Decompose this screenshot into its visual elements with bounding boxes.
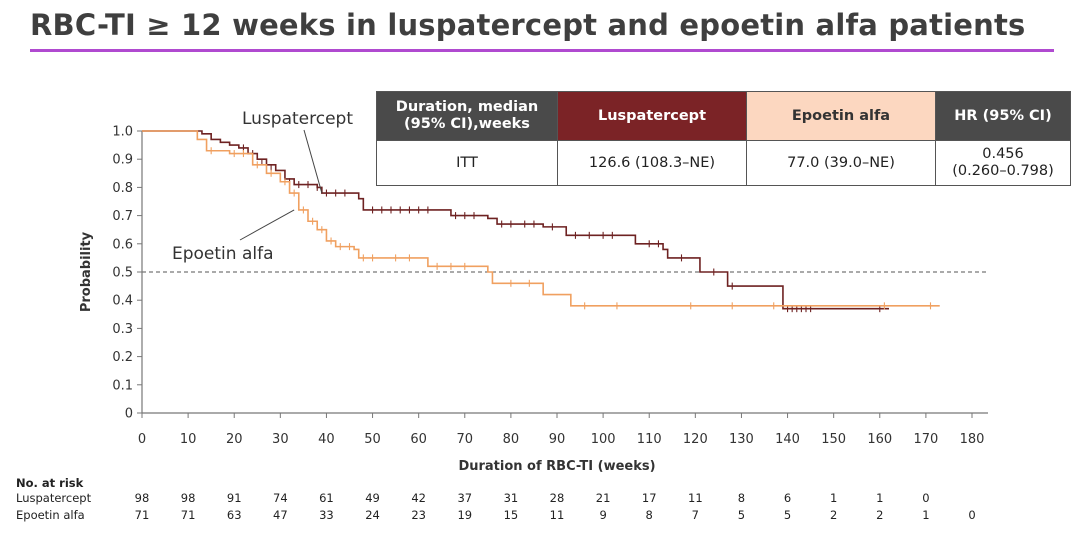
x-tick-label: 50 [364, 432, 381, 447]
series-annotation-label: Luspatercept [242, 109, 353, 129]
at-risk-count: 9 [599, 508, 606, 522]
y-tick-label: 0.4 [112, 294, 133, 309]
at-risk-count: 7 [692, 508, 699, 522]
annotation-leader [239, 209, 295, 241]
y-tick-label: 1.0 [112, 125, 133, 140]
header-luspatercept: Luspatercept [557, 91, 747, 141]
x-tick-label: 10 [180, 432, 197, 447]
page-title: RBC-TI ≥ 12 weeks in luspatercept and ep… [30, 8, 1026, 42]
row-label-itt: ITT [376, 140, 558, 186]
at-risk-count: 33 [319, 508, 334, 522]
at-risk-count: 37 [457, 491, 472, 505]
y-tick-label: 0.5 [112, 266, 133, 281]
x-tick-label: 40 [318, 432, 335, 447]
x-tick-label: 110 [637, 432, 662, 447]
at-risk-count: 23 [411, 508, 426, 522]
at-risk-count: 31 [504, 491, 519, 505]
x-tick-label: 180 [960, 432, 985, 447]
title-underline [30, 49, 1054, 52]
at-risk-count: 42 [411, 491, 426, 505]
x-tick-label: 130 [729, 432, 754, 447]
at-risk-count: 8 [646, 508, 653, 522]
x-tick-label: 80 [503, 432, 520, 447]
x-tick-label: 150 [821, 432, 846, 447]
at-risk-count: 5 [738, 508, 745, 522]
at-risk-count: 71 [181, 508, 196, 522]
header-epoetin-alfa: Epoetin alfa [746, 91, 936, 141]
x-tick-label: 70 [457, 432, 474, 447]
at-risk-count: 98 [135, 491, 150, 505]
y-tick-label: 0.7 [112, 209, 133, 224]
cell-epoetin-median: 77.0 (39.0–NE) [746, 140, 936, 186]
at-risk-count: 0 [922, 491, 929, 505]
cell-hazard-ratio: 0.456 (0.260–0.798) [935, 140, 1071, 186]
x-tick-label: 90 [549, 432, 566, 447]
y-tick-label: 0.1 [112, 378, 133, 393]
at-risk-heading: No. at risk [16, 476, 84, 490]
y-tick-label: 0.9 [112, 153, 133, 168]
at-risk-count: 1 [830, 491, 837, 505]
at-risk-count: 11 [688, 491, 703, 505]
header-duration: Duration, median (95% CI),weeks [376, 91, 558, 141]
at-risk-count: 2 [830, 508, 837, 522]
series-annotation-label: Epoetin alfa [172, 244, 274, 264]
at-risk-count: 28 [550, 491, 565, 505]
cell-luspatercept-median: 126.6 (108.3–NE) [557, 140, 747, 186]
series-line-luspatercept [142, 130, 889, 310]
at-risk-count: 98 [181, 491, 196, 505]
x-tick-label: 100 [591, 432, 616, 447]
at-risk-count: 47 [273, 508, 288, 522]
at-risk-count: 15 [504, 508, 519, 522]
at-risk-count: 49 [365, 491, 380, 505]
x-tick-label: 160 [867, 432, 892, 447]
median-duration-table: Duration, median (95% CI),weeks Luspater… [376, 91, 1071, 186]
at-risk-count: 6 [784, 491, 791, 505]
x-tick-label: 20 [226, 432, 243, 447]
x-tick-label: 140 [775, 432, 800, 447]
x-tick-label: 0 [138, 432, 146, 447]
x-tick-label: 170 [913, 432, 938, 447]
at-risk-row-label: Luspatercept [16, 491, 92, 505]
hr-ci: (0.260–0.798) [952, 163, 1054, 179]
y-tick-label: 0.8 [112, 181, 133, 196]
at-risk-count: 8 [738, 491, 745, 505]
y-tick-label: 0 [125, 407, 133, 422]
y-axis-title: Probability [79, 231, 94, 312]
y-tick-label: 0.6 [112, 237, 133, 252]
at-risk-count: 11 [550, 508, 565, 522]
at-risk-count: 91 [227, 491, 242, 505]
y-tick-label: 0.3 [112, 322, 133, 337]
at-risk-count: 1 [922, 508, 929, 522]
at-risk-count: 19 [457, 508, 472, 522]
at-risk-count: 17 [642, 491, 657, 505]
hr-value: 0.456 [982, 145, 1024, 162]
x-axis-title: Duration of RBC-TI (weeks) [458, 459, 655, 474]
annotation-leader [303, 129, 323, 194]
y-tick-label: 0.2 [112, 350, 133, 365]
at-risk-count: 63 [227, 508, 242, 522]
x-tick-label: 30 [272, 432, 289, 447]
at-risk-count: 61 [319, 491, 334, 505]
at-risk-count: 5 [784, 508, 791, 522]
at-risk-count: 0 [968, 508, 975, 522]
at-risk-count: 1 [876, 491, 883, 505]
at-risk-count: 2 [876, 508, 883, 522]
at-risk-count: 21 [596, 491, 611, 505]
series-line-epoetin-alfa [142, 130, 940, 307]
at-risk-row-label: Epoetin alfa [16, 508, 85, 522]
header-hazard-ratio: HR (95% CI) [935, 91, 1071, 141]
at-risk-count: 24 [365, 508, 380, 522]
x-tick-label: 60 [410, 432, 427, 447]
at-risk-count: 74 [273, 491, 288, 505]
at-risk-count: 71 [135, 508, 150, 522]
x-tick-label: 120 [683, 432, 708, 447]
